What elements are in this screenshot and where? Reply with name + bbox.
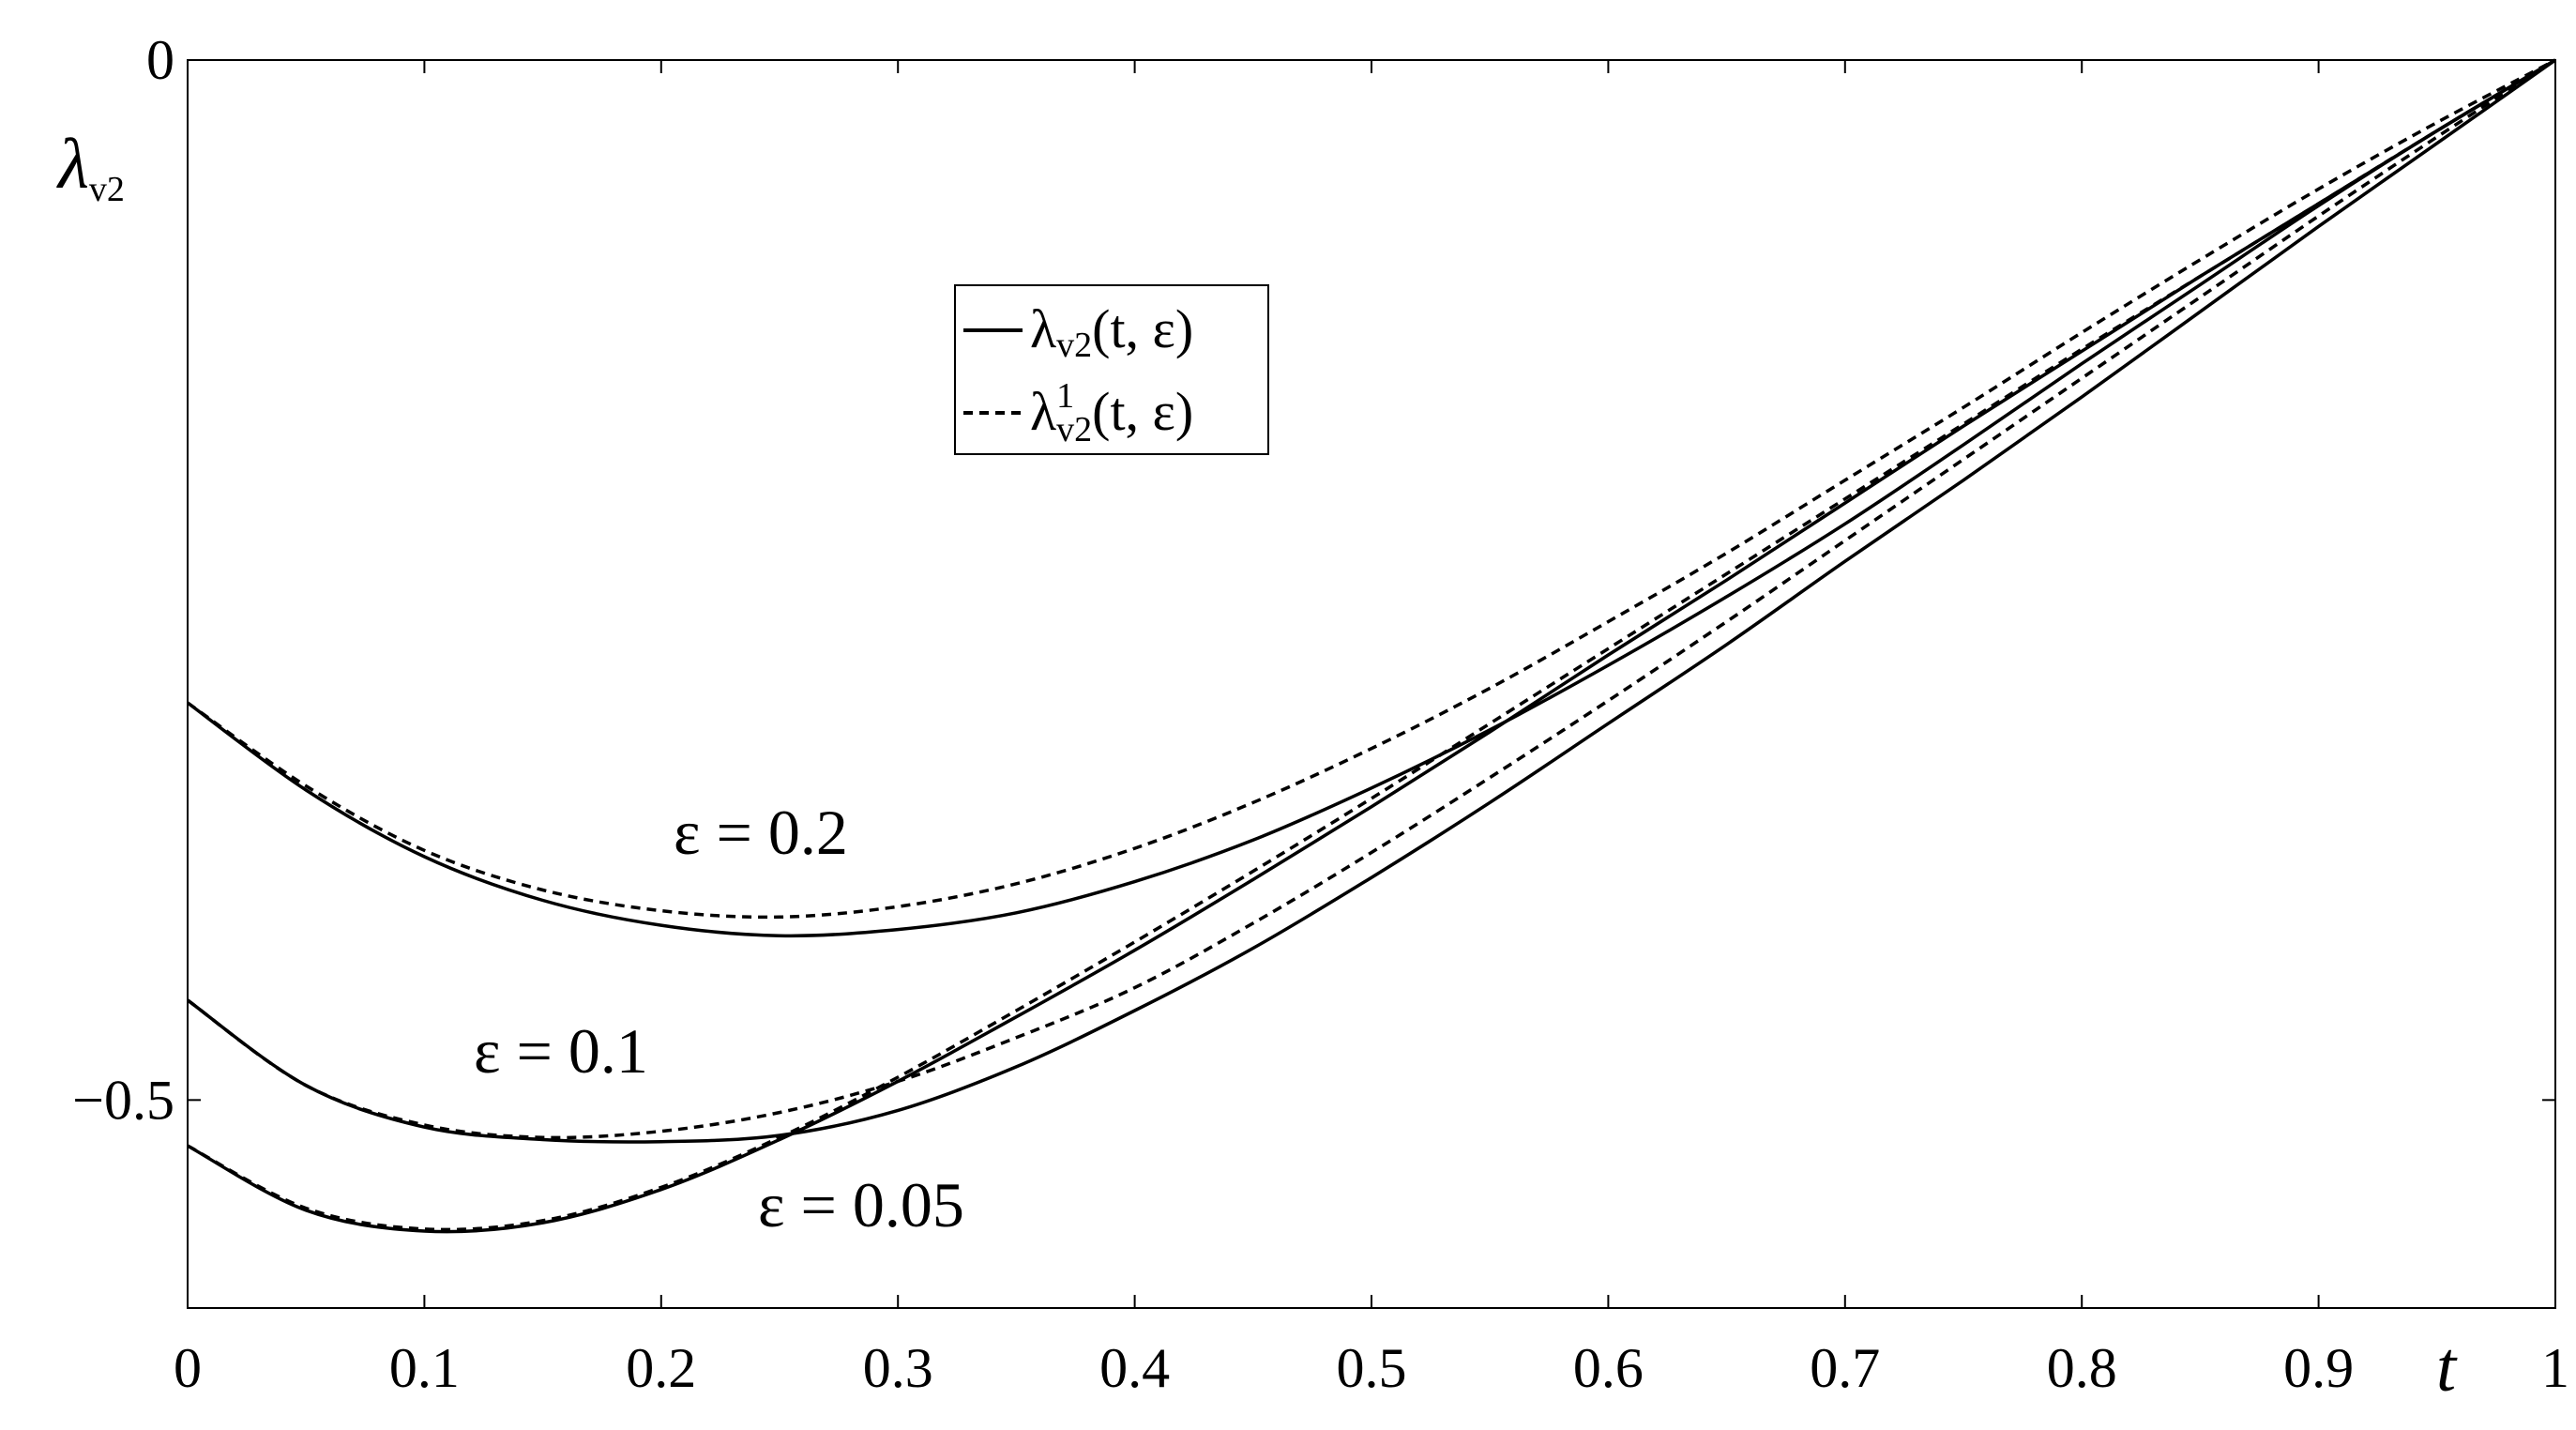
legend-entry-dashed: λ1 v2(t, ε): [1030, 376, 1193, 449]
x-tick-label: 0.8: [2047, 1337, 2117, 1399]
x-axis-label: t: [2436, 1328, 2458, 1407]
y-tick-label: −0.5: [72, 1069, 174, 1131]
x-tick-label: 0.1: [389, 1337, 460, 1399]
x-tick-label: 0.7: [1810, 1337, 1880, 1399]
x-tick-label: 0.9: [2283, 1337, 2354, 1399]
annotation-eps-0-2: ε = 0.2: [674, 797, 848, 868]
legend-entry-solid: λv2(t, ε): [1030, 298, 1193, 365]
legend: λv2(t, ε) λ1 v2(t, ε): [954, 284, 1269, 455]
series-line-eps-0-2-dashed: [186, 58, 2556, 920]
x-tick-label: 0.4: [1099, 1337, 1170, 1399]
series-lines: [186, 58, 2557, 1234]
annotation-eps-0-1: ε = 0.1: [474, 1015, 648, 1087]
x-tick-label: 1: [2541, 1337, 2569, 1399]
y-axis-label: λv2: [56, 125, 125, 209]
x-tick-label: 0.6: [1573, 1337, 1644, 1399]
plot-frame: [187, 59, 2556, 1309]
x-tick-label: 0: [174, 1337, 202, 1399]
series-line-eps-0-05-dashed: [187, 58, 2556, 1232]
y-tick-label: 0: [146, 29, 174, 91]
x-tick-label: 0.2: [626, 1337, 696, 1399]
axis-ticks: 0 0.1 0.2 0.3 0.4 0.5 0.6 0.7 0.8 0.9 1 0 −0.5: [72, 29, 2569, 1399]
series-line-eps-0-1-dashed: [186, 58, 2556, 1140]
series-line-eps-0-2-solid: [186, 58, 2556, 938]
legend-box: [954, 284, 1269, 455]
x-tick-label: 0.5: [1337, 1337, 1407, 1399]
annotation-eps-0-05: ε = 0.05: [758, 1169, 964, 1240]
x-tick-label: 0.3: [863, 1337, 933, 1399]
series-line-eps-0-1-solid: [186, 58, 2557, 1144]
